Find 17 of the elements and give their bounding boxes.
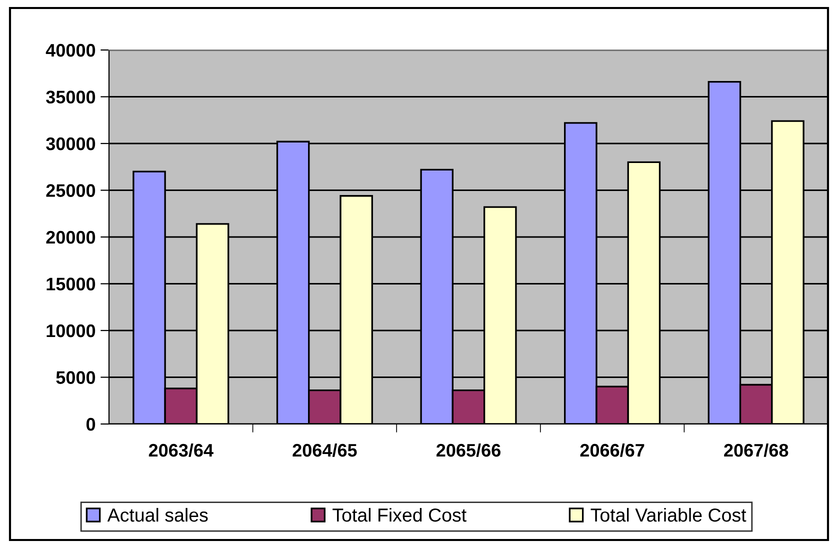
x-tick-label: 2066/67: [580, 443, 644, 457]
legend-label: Total Fixed Cost: [332, 508, 466, 522]
y-tick-label: 20000: [46, 230, 96, 244]
y-tick-label: 25000: [46, 184, 96, 197]
y-tick-label: 35000: [46, 90, 96, 104]
x-tick-label: 2064/65: [292, 443, 357, 457]
x-tick-label: 2063/64: [148, 443, 214, 457]
y-tick-label: 0: [86, 418, 96, 431]
y-tick-label: 10000: [46, 324, 96, 338]
x-tick-label: 2065/66: [436, 443, 500, 457]
y-tick-label: 15000: [46, 278, 96, 290]
x-tick-label: 2067/68: [724, 443, 788, 457]
legend-label: Total Variable Cost: [590, 508, 746, 522]
y-tick-label: 5000: [56, 371, 96, 384]
y-tick-label: 30000: [46, 137, 96, 150]
y-tick-label: 40000: [46, 44, 96, 57]
legend-label: Actual sales: [107, 508, 208, 522]
